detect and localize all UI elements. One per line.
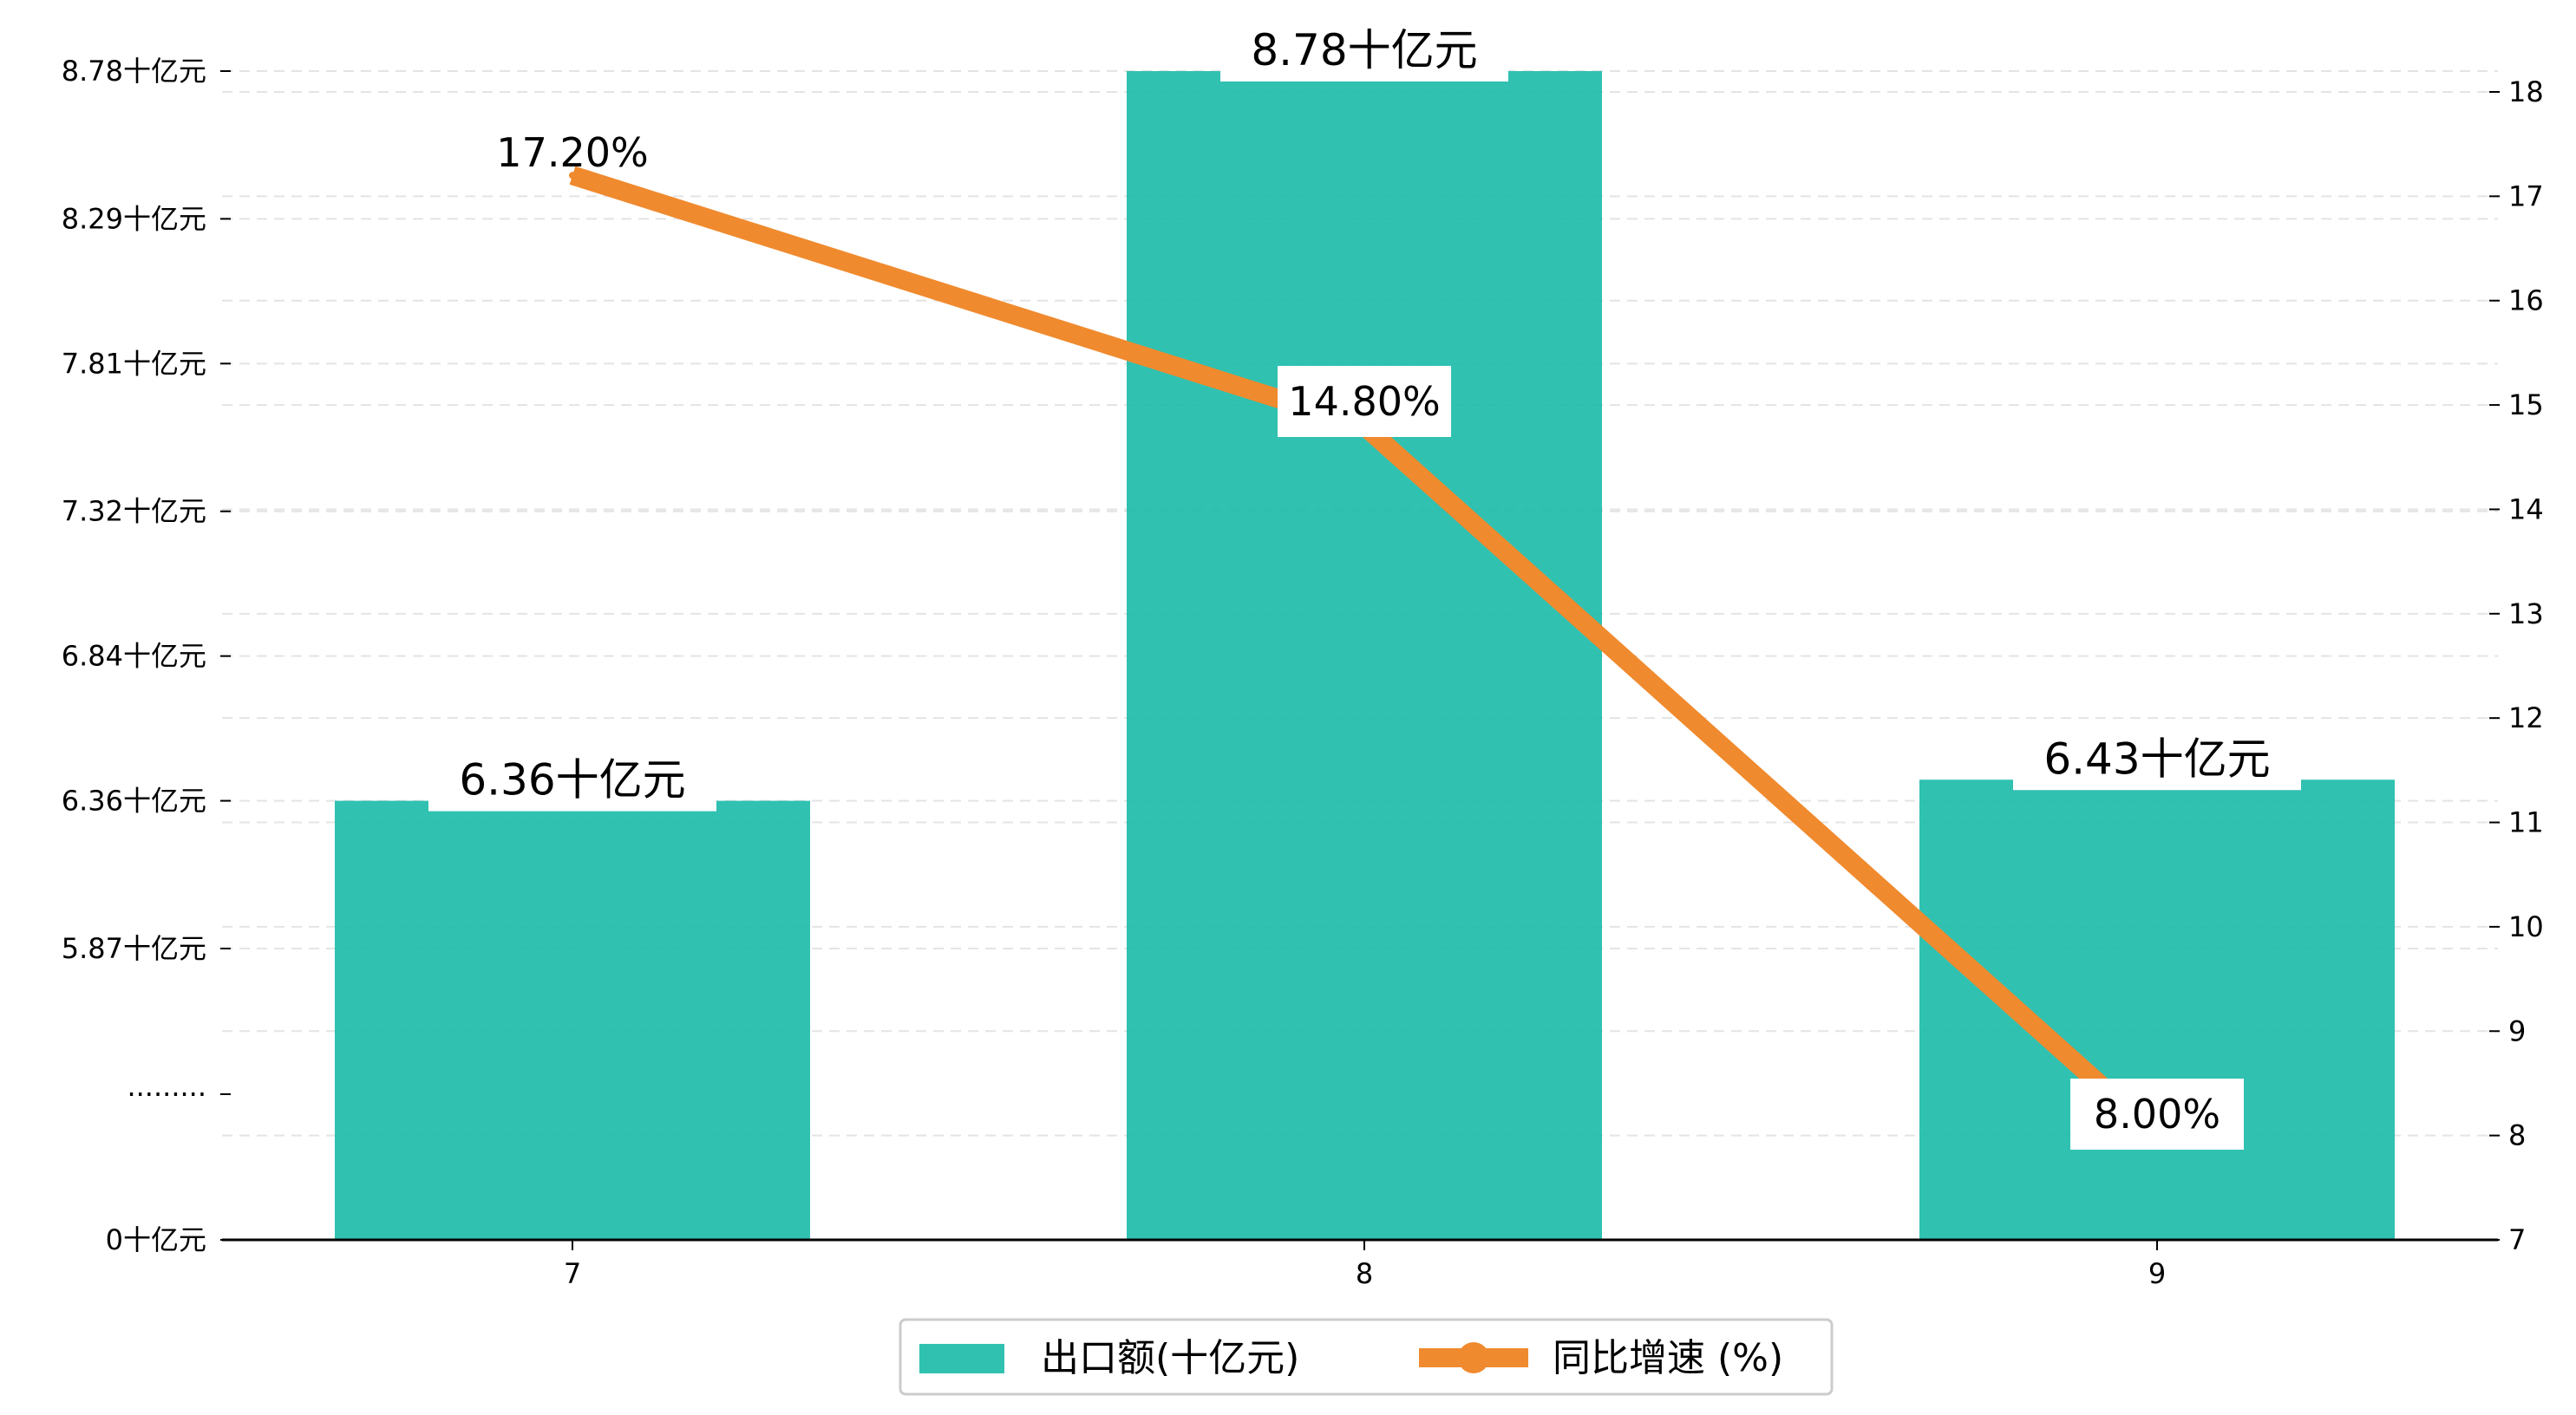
right-axis-tick-label: 8: [2508, 1119, 2526, 1152]
left-axis-tick-label: 6.84十亿元: [62, 640, 206, 673]
right-axis-tick-label: 7: [2508, 1223, 2526, 1256]
x-axis-tick-label: 8: [1356, 1257, 1373, 1290]
right-axis-tick-label: 12: [2508, 701, 2544, 734]
growth-value-label: 8.00%: [2094, 1091, 2220, 1138]
legend-line-label: 同比增速 (%): [1553, 1336, 1783, 1380]
left-axis-tick-label: 7.32十亿元: [62, 495, 206, 528]
bar-value-label-box: [1220, 19, 1508, 82]
left-axis-tick-label: 7.81十亿元: [62, 347, 206, 380]
left-axis-tick-label: ·········: [127, 1078, 206, 1111]
data-labels: 6.36十亿元 8.78十亿元 6.43十亿元 17.20% 14.80% 8.00%: [428, 19, 2301, 1150]
x-axis-tick-label: 9: [2148, 1257, 2166, 1290]
right-axis-tick-label: 15: [2508, 388, 2544, 421]
growth-value-label: 17.20%: [496, 129, 648, 176]
right-axis-tick-label: 10: [2508, 910, 2544, 943]
left-axis-tick-label: 6.36十亿元: [62, 785, 206, 818]
legend-line-marker: [1458, 1342, 1489, 1373]
bar-value-label-box: [2013, 727, 2301, 791]
growth-point: [569, 172, 576, 179]
left-axis-tick-label: 8.29十亿元: [62, 202, 206, 235]
bar: [335, 800, 810, 1240]
x-axis-tick-label: 7: [564, 1257, 581, 1290]
right-axis-tick-label: 17: [2508, 179, 2544, 212]
axes: 0十亿元 ········· 5.87十亿元 6.36十亿元 6.84十亿元 7.32十亿…: [62, 55, 2544, 1290]
legend-bar-label: 出口额(十亿元): [1041, 1336, 1299, 1380]
bar-value-label: 6.43十亿元: [2043, 734, 2270, 784]
growth-value-label-box: [2070, 1079, 2244, 1150]
right-axis-tick-label: 14: [2508, 492, 2544, 525]
bar: [1919, 779, 2395, 1240]
bar: [1127, 71, 1602, 1240]
right-axis-tick-label: 16: [2508, 284, 2544, 317]
right-axis-tick-label: 11: [2508, 806, 2544, 839]
bars: [335, 71, 2395, 1240]
growth-value-label: 14.80%: [1288, 378, 1440, 425]
legend-frame: [899, 1318, 1834, 1396]
legend: 出口额(十亿元) 同比增速 (%): [899, 1318, 1834, 1396]
left-axis-tick-label: 5.87十亿元: [62, 932, 206, 965]
right-axis-tick-label: 9: [2508, 1014, 2526, 1047]
right-axis-tick-label: 18: [2508, 75, 2544, 108]
left-axis-tick-label: 0十亿元: [106, 1223, 206, 1256]
right-axis-tick-label: 13: [2508, 597, 2544, 630]
bar-value-label: 6.36十亿元: [459, 755, 685, 805]
left-axis-tick-label: 8.78十亿元: [62, 55, 206, 88]
bar-value-label-box: [428, 748, 716, 812]
bar-value-label: 8.78十亿元: [1251, 25, 1477, 75]
growth-value-label-box: [1278, 366, 1451, 437]
legend-bar-swatch: [919, 1344, 1004, 1373]
